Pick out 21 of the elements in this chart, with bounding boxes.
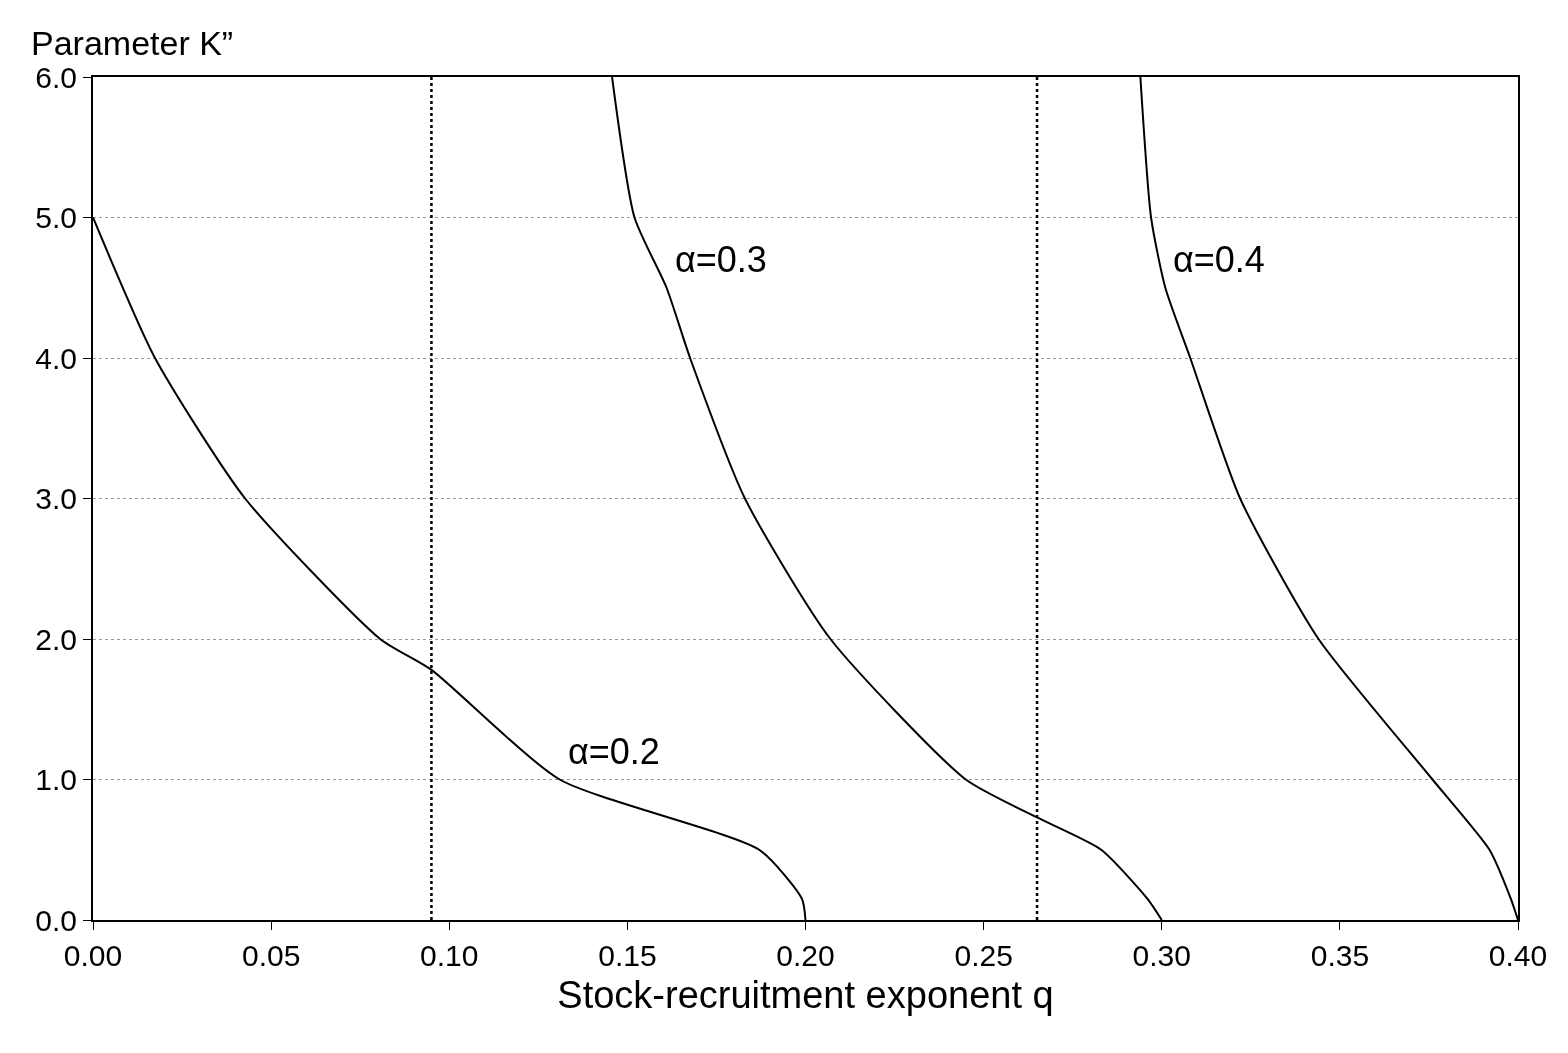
x-tick-label: 0.05 (241, 939, 301, 972)
x-tick-label: 0.35 (1310, 939, 1370, 972)
x-tick-label: 0.20 (776, 939, 835, 972)
x-tick-label: 0.25 (954, 939, 1013, 972)
annotation: α=0.2 (568, 731, 660, 772)
x-tick-label: 0.10 (420, 939, 479, 972)
y-tick-label: 6.0 (35, 60, 77, 94)
annotation: α=0.4 (1173, 239, 1265, 280)
y-tick-label: 2.0 (35, 622, 77, 656)
x-axis-title: Stock-recruitment exponent q (557, 973, 1054, 1016)
y-tick-label: 1.0 (35, 763, 77, 796)
annotation: α=0.3 (675, 239, 767, 280)
y-tick-label: 0.0 (35, 903, 77, 937)
x-tick-label: 0.30 (1132, 939, 1191, 972)
x-tick-label: 0.40 (1488, 939, 1548, 972)
y-axis-title: Parameter K” (31, 24, 234, 62)
x-tick-label: 0.15 (598, 939, 657, 972)
y-tick-label: 4.0 (35, 341, 77, 375)
y-tick-label: 3.0 (35, 482, 77, 515)
y-tick-label: 5.0 (35, 201, 77, 234)
x-tick-label: 0.00 (63, 939, 123, 972)
